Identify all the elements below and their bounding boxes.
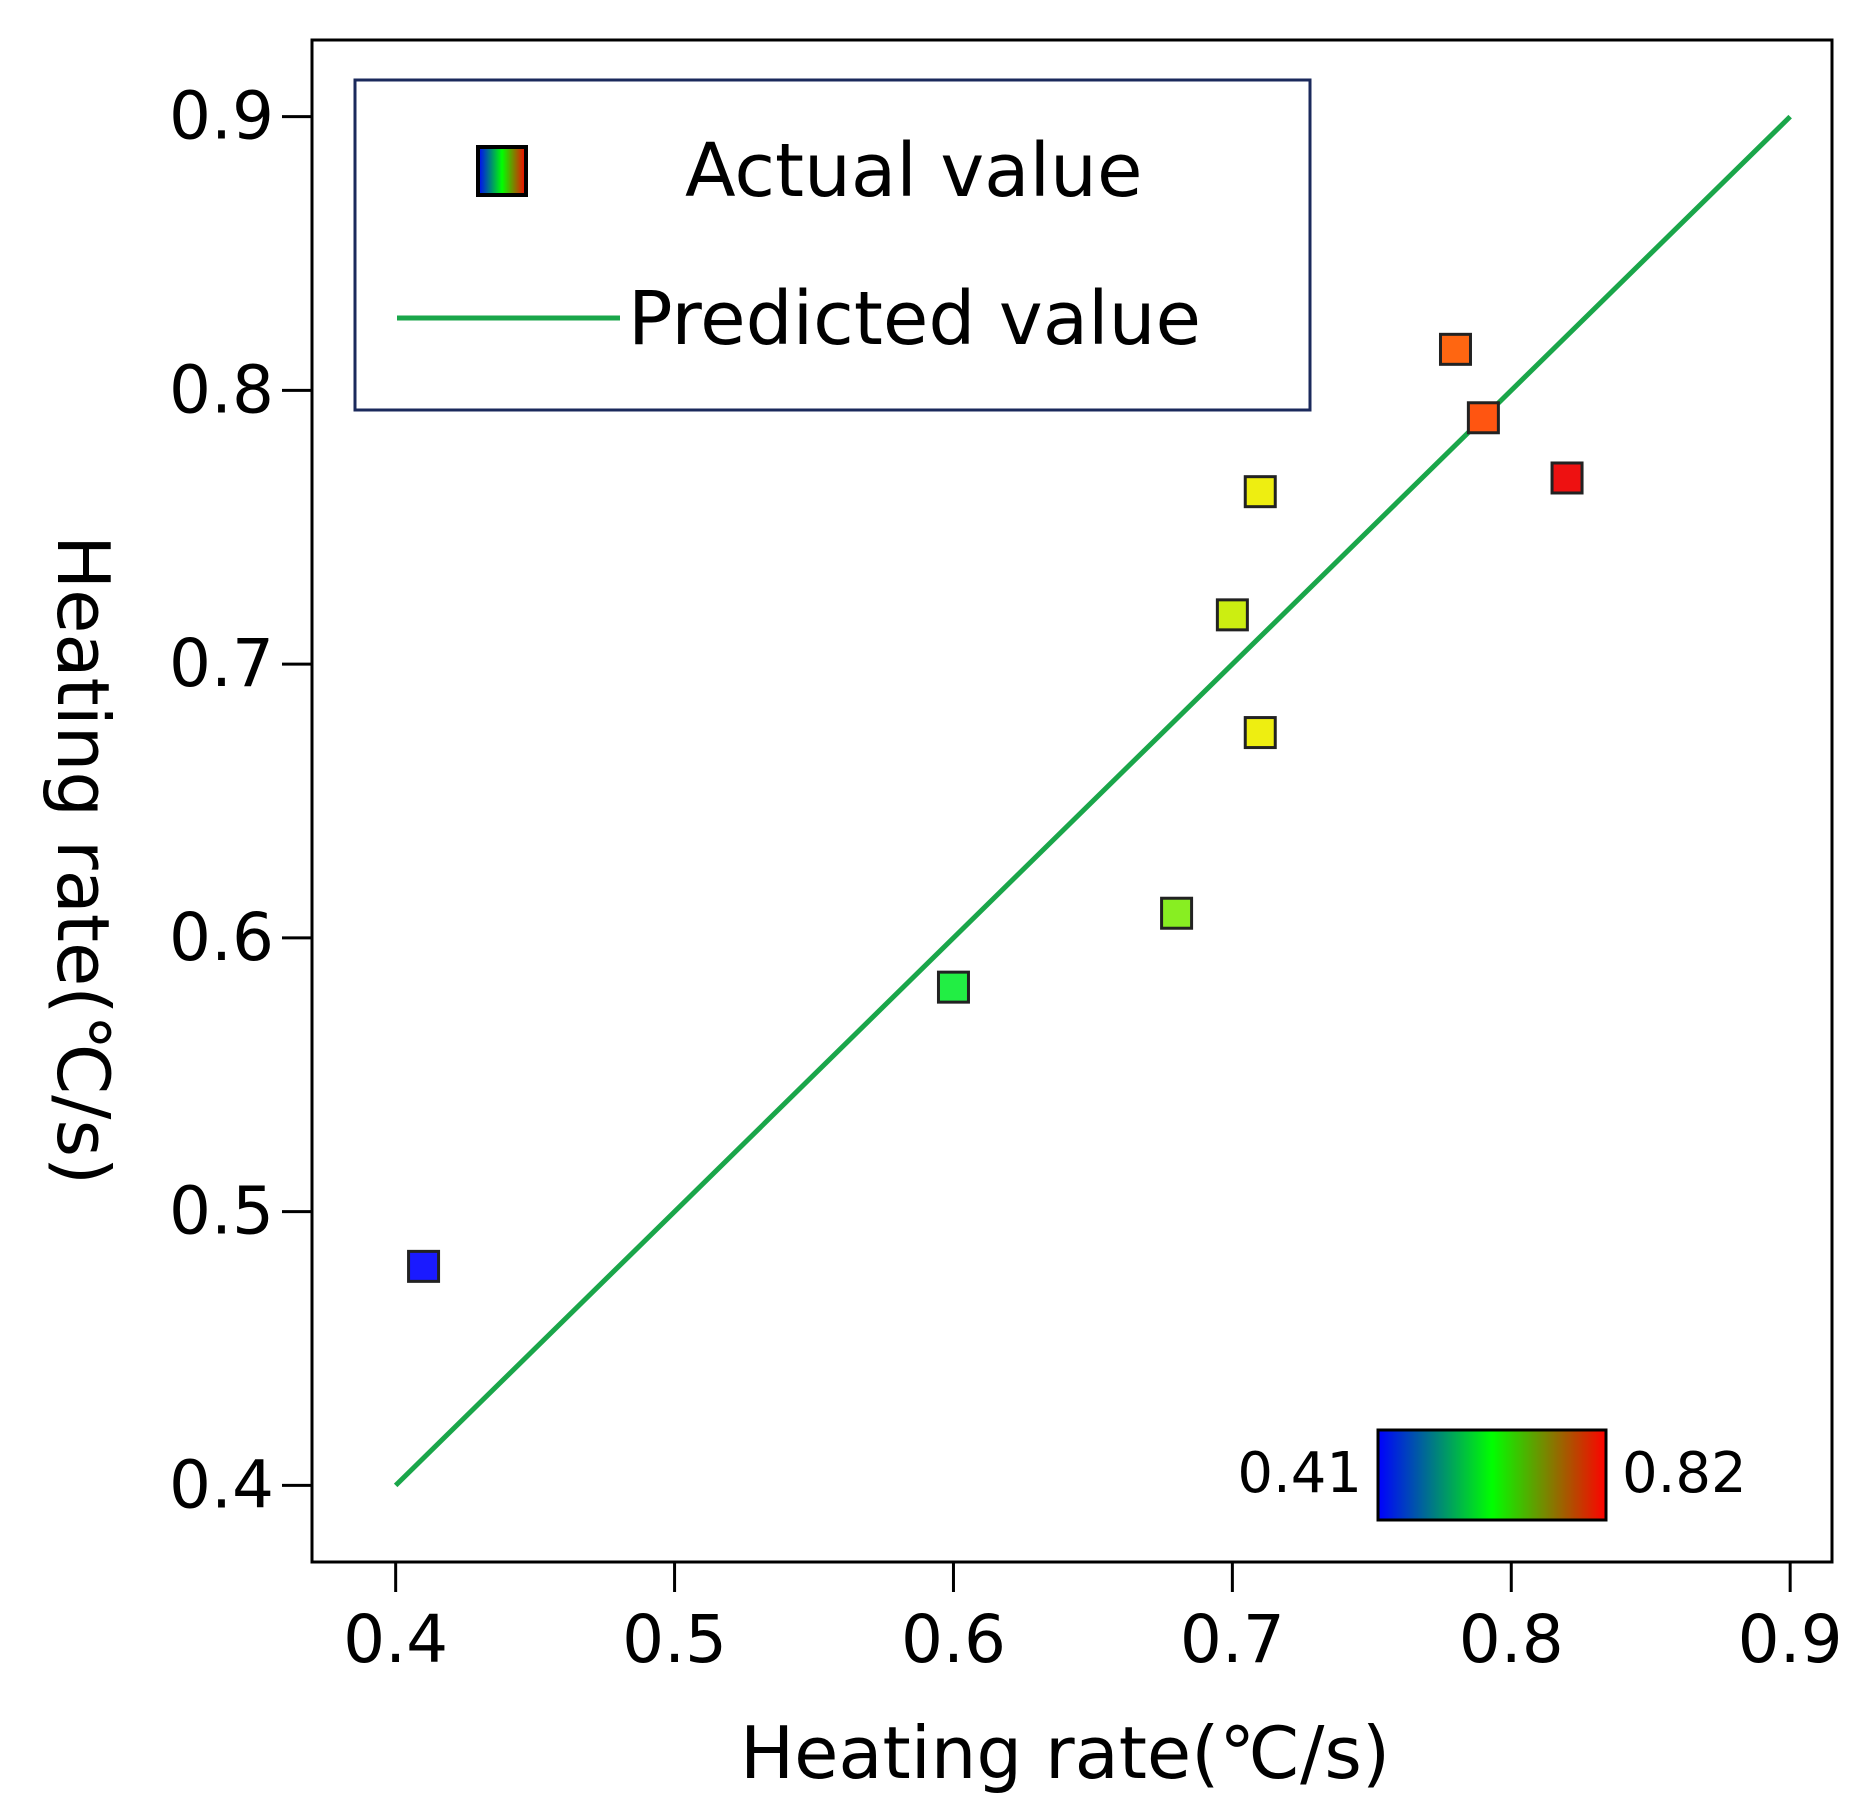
y-axis-label: Heating rate(℃/s)	[41, 535, 125, 1185]
legend-actual-marker	[476, 145, 528, 197]
x-tick-label: 0.7	[1180, 1601, 1285, 1678]
actual-value-points	[407, 332, 1584, 1283]
y-tick-label: 0.5	[169, 1173, 274, 1250]
y-tick-label: 0.8	[169, 351, 274, 428]
legend-box	[353, 78, 1312, 412]
x-tick-label: 0.6	[901, 1601, 1006, 1678]
actual-value-point-4	[1215, 598, 1249, 632]
actual-value-point-3	[1160, 896, 1194, 930]
actual-value-point-9	[1550, 461, 1584, 495]
y-tick-label: 0.6	[169, 899, 274, 976]
x-axis-label: Heating rate(℃/s)	[740, 1711, 1390, 1795]
y-tick-label: 0.7	[169, 625, 274, 702]
y-axis: 0.4 0.5 0.6 0.7 0.8 0.9	[169, 78, 312, 1523]
colorbar-max-label: 0.82	[1622, 1441, 1747, 1506]
legend-predicted-label: Predicted value	[628, 276, 1201, 362]
x-tick-label: 0.8	[1459, 1601, 1564, 1678]
actual-value-point-2	[936, 970, 970, 1004]
x-tick-label: 0.9	[1738, 1601, 1843, 1678]
legend-actual-label: Actual value	[685, 128, 1142, 214]
x-axis: 0.4 0.5 0.6 0.7 0.8 0.9	[343, 1562, 1843, 1678]
colorbar: 0.41 0.82	[1237, 1428, 1747, 1522]
colorbar-gradient	[1376, 1428, 1608, 1522]
colorbar-min-label: 0.41	[1237, 1441, 1362, 1506]
predicted-value-line	[393, 114, 1792, 1488]
y-tick-label: 0.9	[169, 78, 274, 155]
legend: Actual value Predicted value	[353, 78, 1312, 412]
y-tick-label: 0.4	[169, 1446, 274, 1523]
actual-value-point-1	[407, 1249, 441, 1283]
actual-value-point-5	[1243, 716, 1277, 750]
actual-value-point-6	[1243, 475, 1277, 509]
x-tick-label: 0.4	[343, 1601, 448, 1678]
x-tick-label: 0.5	[622, 1601, 727, 1678]
actual-value-point-7	[1438, 332, 1472, 366]
plot-area	[310, 38, 1834, 1564]
actual-value-point-8	[1466, 401, 1500, 435]
